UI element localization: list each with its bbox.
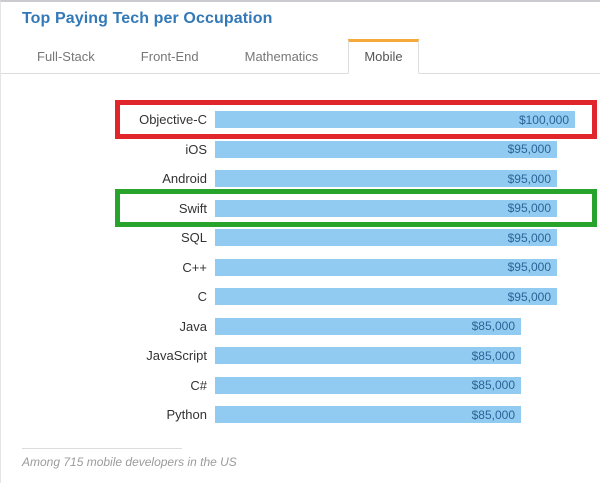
bar-track: $95,000 [215,288,595,306]
tab-mathematics[interactable]: Mathematics [244,49,319,64]
sample-size-note: Among 715 mobile developers in the US [22,455,237,469]
chart-row: Swift $95,000 [115,188,597,227]
salary-value-label: $100,000 [518,112,569,127]
tab-front-end[interactable]: Front-End [140,49,199,64]
bar-track: $95,000 [215,140,595,158]
salary-bar[interactable]: $95,000 [215,170,557,188]
category-label: SQL [180,230,207,246]
chart-row: Android $95,000 [117,164,595,194]
salary-bar[interactable]: $100,000 [215,111,575,129]
category-label: C# [190,377,207,393]
bar-track: $95,000 [215,229,595,247]
bar-track: $85,000 [215,406,595,424]
salary-bar[interactable]: $95,000 [215,288,557,306]
salary-bar[interactable]: $95,000 [215,140,557,158]
category-label: C++ [182,259,207,275]
category-label: JavaScript [146,348,207,364]
salary-bar-chart: Objective-C $100,000 iOS $95,000 Android $95,… [115,100,597,430]
salary-value-label: $85,000 [471,378,515,393]
salary-bar[interactable]: $85,000 [215,347,521,365]
chart-row: iOS $95,000 [117,135,595,165]
salary-value-label: $95,000 [507,142,551,157]
salary-value-label: $85,000 [471,348,515,363]
chart-row: Objective-C $100,000 [115,100,597,139]
category-label: iOS [185,141,207,157]
chart-row: SQL $95,000 [117,223,595,253]
bar-track: $85,000 [215,347,595,365]
tab-full-stack[interactable]: Full-Stack [37,49,95,64]
salary-value-label: $95,000 [507,230,551,245]
salary-value-label: $95,000 [507,201,551,216]
category-label: Python [166,407,207,423]
bar-track: $85,000 [215,317,595,335]
salary-bar[interactable]: $95,000 [215,199,557,217]
salary-bar[interactable]: $85,000 [215,376,521,394]
chart-row: JavaScript $85,000 [117,341,595,371]
category-label: Swift [178,200,207,216]
bar-track: $85,000 [215,376,595,394]
salary-value-label: $95,000 [507,171,551,186]
salary-bar[interactable]: $85,000 [215,406,521,424]
salary-value-label: $95,000 [507,289,551,304]
salary-value-label: $85,000 [471,407,515,422]
salary-bar[interactable]: $95,000 [215,229,557,247]
page-title: Top Paying Tech per Occupation [22,10,273,27]
chart-footer: Among 715 mobile developers in the US [22,448,582,469]
chart-row: Python $85,000 [117,400,595,430]
salary-bar[interactable]: $85,000 [215,317,521,335]
tab-mobile[interactable]: Mobile [348,39,419,74]
bar-track: $95,000 [215,170,595,188]
category-label: Objective-C [139,112,207,128]
salary-value-label: $85,000 [471,319,515,334]
chart-row: C# $85,000 [117,371,595,401]
bar-track: $100,000 [215,111,595,129]
occupation-tab-bar: Full-Stack Front-End Mathematics Mobile [1,39,600,74]
category-label: C [197,289,207,305]
salary-bar[interactable]: $95,000 [215,258,557,276]
category-label: Android [162,171,207,187]
bar-track: $95,000 [215,199,595,217]
salary-value-label: $95,000 [507,260,551,275]
footer-divider [22,448,182,449]
chart-row: C++ $95,000 [117,253,595,283]
category-label: Java [179,318,207,334]
chart-row: C $95,000 [117,282,595,312]
bar-track: $95,000 [215,258,595,276]
chart-row: Java $85,000 [117,312,595,342]
